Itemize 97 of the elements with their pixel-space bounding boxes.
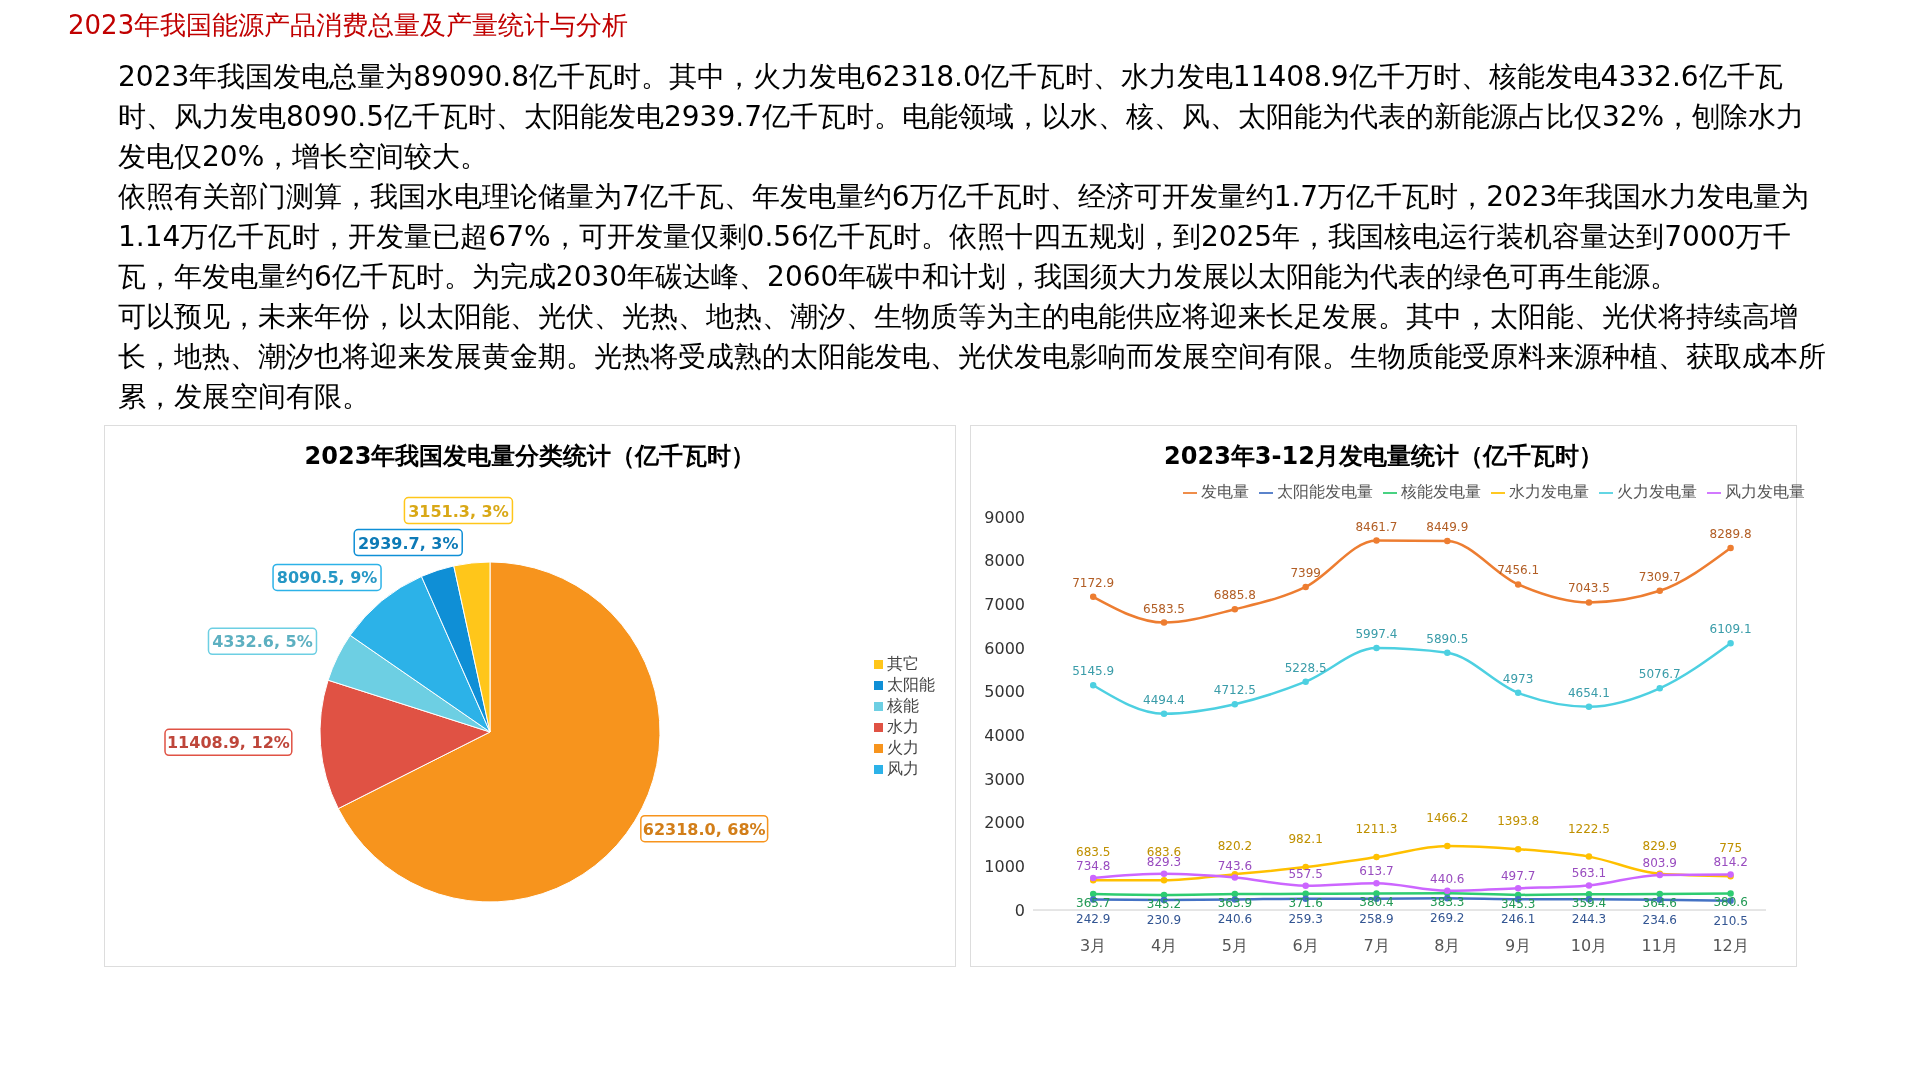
legend-label: 水力 bbox=[887, 717, 919, 736]
chart-title: 2023年3-12月发电量统计（亿千瓦时） bbox=[1163, 441, 1604, 472]
data-label: 244.3 bbox=[1571, 912, 1607, 927]
x-tick-label: 11月 bbox=[1641, 936, 1678, 956]
legend-label: 太阳能发电量 bbox=[1276, 482, 1373, 501]
legend-label: 火力发电量 bbox=[1616, 482, 1697, 501]
data-label: 7456.1 bbox=[1497, 563, 1540, 578]
data-label: 563.1 bbox=[1571, 866, 1607, 881]
data-label: 1222.5 bbox=[1567, 821, 1610, 836]
legend-label: 风力 bbox=[887, 759, 919, 778]
y-tick-label: 6000 bbox=[984, 638, 1025, 658]
data-label: 4494.4 bbox=[1143, 692, 1186, 707]
data-label: 3151.3, 3% bbox=[408, 501, 509, 521]
legend-label: 火力 bbox=[887, 738, 919, 757]
data-label: 5997.4 bbox=[1355, 627, 1398, 642]
data-label: 7043.5 bbox=[1567, 581, 1610, 596]
legend-label: 发电量 bbox=[1200, 482, 1249, 501]
data-label: 4712.5 bbox=[1213, 683, 1256, 698]
data-label: 497.7 bbox=[1500, 869, 1536, 884]
data-label: 246.1 bbox=[1500, 912, 1536, 927]
data-label: 6583.5 bbox=[1143, 601, 1186, 616]
legend-label: 风力发电量 bbox=[1724, 482, 1805, 501]
y-tick-label: 8000 bbox=[984, 551, 1025, 571]
data-label: 359.4 bbox=[1571, 896, 1607, 911]
data-label: 683.5 bbox=[1076, 845, 1111, 860]
x-tick-label: 4月 bbox=[1150, 936, 1178, 956]
legend-label: 核能 bbox=[887, 696, 919, 715]
y-tick-label: 0 bbox=[1014, 900, 1025, 920]
data-label: 1211.3 bbox=[1355, 822, 1398, 837]
data-label: 345.3 bbox=[1500, 896, 1536, 911]
data-label: 982.1 bbox=[1288, 832, 1323, 847]
data-label: 734.8 bbox=[1076, 858, 1111, 873]
data-label: 371.6 bbox=[1288, 895, 1323, 910]
data-label: 4332.6, 5% bbox=[212, 632, 313, 652]
data-label: 259.3 bbox=[1288, 911, 1323, 926]
x-tick-label: 6月 bbox=[1292, 936, 1319, 956]
data-label: 7399 bbox=[1290, 565, 1321, 580]
data-label: 8461.7 bbox=[1355, 519, 1398, 534]
data-label: 8289.8 bbox=[1709, 527, 1752, 542]
text: 2023年我国发电总量为89090.8亿千瓦时。其中，火力发电62318.0亿千瓦时、水力发电11408.9亿千万时、核能发电4332.6亿千瓦时、风力发电8090.5亿千瓦时、太阳能发电2939.7亿千瓦时。电能领域，以水、核、风、太阳能为代表的新能源占比仅32%，刨除水力发电仅20%，增长空间较大。 bbox=[118, 59, 1806, 175]
data-label: 440.6 bbox=[1430, 871, 1465, 886]
data-label: 1466.2 bbox=[1426, 810, 1469, 825]
data-label: 11408.9, 12% bbox=[166, 733, 290, 753]
data-label: 829.9 bbox=[1642, 838, 1677, 853]
legend-label: 太阳能 bbox=[887, 675, 935, 694]
x-tick-label: 9月 bbox=[1505, 936, 1532, 956]
data-label: 557.5 bbox=[1288, 866, 1323, 881]
data-label: 5145.9 bbox=[1072, 664, 1115, 679]
data-label: 775 bbox=[1719, 841, 1743, 856]
data-label: 814.2 bbox=[1713, 855, 1748, 870]
text: 依照有关部门测算，我国水电理论储量为7亿千瓦、年发电量约6万亿千瓦时、经济可开发量约1.7万亿千瓦时，2023年我国水力发电量为1.14万亿千瓦时，开发量已超67%，可开发量仅剩0.56亿千瓦时。依照十四五规划，到2025年，我国核电运行装机容量达到7000万千瓦，年发电量约6亿千瓦时。为完成2030年碳达峰、2060年碳中和计划，我国须大力发展以太阳能为代表的绿色可再生能源。 bbox=[118, 179, 1811, 295]
data-label: 2939.7, 3% bbox=[357, 533, 459, 553]
data-label: 1393.8 bbox=[1497, 814, 1540, 829]
data-label: 7172.9 bbox=[1072, 575, 1115, 590]
y-tick-label: 5000 bbox=[984, 682, 1025, 702]
data-label: 613.7 bbox=[1359, 864, 1394, 879]
data-label: 230.9 bbox=[1146, 912, 1182, 927]
legend-label: 其它 bbox=[887, 654, 919, 673]
y-tick-label: 1000 bbox=[984, 857, 1025, 877]
data-label: 258.9 bbox=[1359, 911, 1394, 926]
y-tick-label: 2000 bbox=[984, 813, 1025, 833]
data-label: 269.2 bbox=[1430, 911, 1465, 926]
x-tick-label: 12月 bbox=[1712, 936, 1749, 956]
x-tick-label: 8月 bbox=[1434, 936, 1461, 956]
data-label: 803.9 bbox=[1642, 855, 1677, 870]
data-label: 6885.8 bbox=[1213, 588, 1256, 603]
data-label: 6109.1 bbox=[1709, 622, 1752, 637]
y-tick-label: 7000 bbox=[984, 595, 1025, 615]
x-tick-label: 5月 bbox=[1221, 936, 1248, 956]
data-label: 62318.0, 68% bbox=[642, 819, 766, 839]
text: 2023年我国能源产品消费总量及产量统计与分析 bbox=[68, 9, 630, 42]
x-tick-label: 3月 bbox=[1080, 936, 1107, 956]
data-label: 8090.5, 9% bbox=[276, 568, 378, 588]
data-label: 820.2 bbox=[1217, 839, 1253, 854]
data-label: 5890.5 bbox=[1426, 631, 1469, 646]
data-label: 8449.9 bbox=[1426, 520, 1469, 535]
data-label: 4654.1 bbox=[1567, 685, 1610, 700]
data-label: 345.2 bbox=[1146, 896, 1182, 911]
data-label: 240.6 bbox=[1217, 912, 1253, 927]
data-label: 234.6 bbox=[1642, 912, 1677, 927]
legend-label: 核能发电量 bbox=[1400, 482, 1481, 501]
data-label: 5076.7 bbox=[1638, 667, 1681, 682]
data-label: 4973 bbox=[1502, 671, 1534, 686]
chart-title: 2023年我国发电量分类统计（亿千瓦时） bbox=[303, 441, 757, 472]
y-tick-label: 4000 bbox=[984, 726, 1025, 746]
data-label: 210.5 bbox=[1713, 913, 1748, 928]
y-tick-label: 3000 bbox=[984, 769, 1025, 789]
data-label: 7309.7 bbox=[1638, 569, 1681, 584]
text: 可以预见，未来年份，以太阳能、光伏、光热、地热、潮汐、生物质等为主的电能供应将迎来长足发展。其中，太阳能、光伏将持续高增长，地热、潮汐也将迎来发展黄金期。光热将受成熟的太阳能发电、光伏发电影响而发展空间有限。生物质能受原料来源种植、获取成本所累，发展空间有限。 bbox=[118, 299, 1827, 415]
legend-label: 水力发电量 bbox=[1508, 482, 1589, 501]
y-tick-label: 9000 bbox=[984, 507, 1025, 527]
data-label: 5228.5 bbox=[1284, 660, 1327, 675]
data-label: 743.6 bbox=[1217, 858, 1253, 873]
data-label: 383.3 bbox=[1430, 895, 1465, 910]
data-label: 242.9 bbox=[1076, 912, 1111, 927]
x-tick-label: 10月 bbox=[1570, 936, 1608, 956]
x-tick-label: 7月 bbox=[1363, 936, 1390, 956]
